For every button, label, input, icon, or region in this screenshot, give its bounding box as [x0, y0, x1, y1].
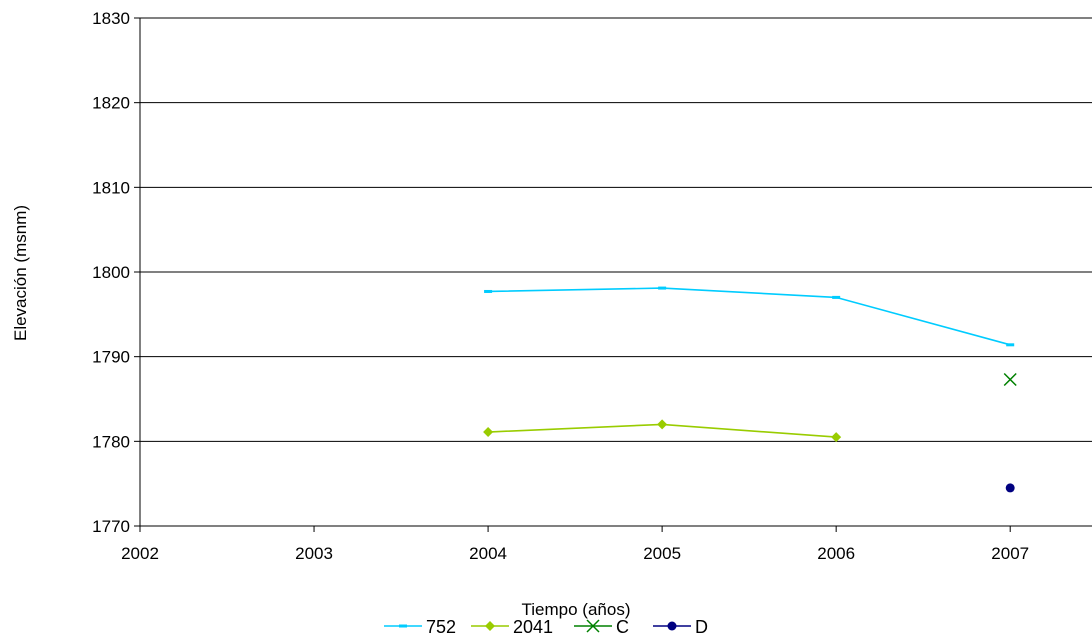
- y-tick-label: 1790: [92, 348, 130, 367]
- y-tick-label: 1800: [92, 263, 130, 282]
- x-tick-label: 2005: [643, 544, 681, 563]
- y-axis-title: Elevación (msnm): [11, 205, 30, 341]
- legend-label: C: [616, 617, 629, 637]
- series-C: [1003, 372, 1017, 387]
- x-tick-label: 2007: [991, 544, 1029, 563]
- series-layer: [483, 286, 1017, 493]
- data-point-752: [1006, 343, 1015, 347]
- series-D: [1005, 483, 1015, 493]
- series-752: [484, 286, 1015, 347]
- x-tick-label: 2004: [469, 544, 507, 563]
- data-point-752: [832, 295, 841, 299]
- legend-swatch-marker: [399, 624, 407, 628]
- y-tick-label: 1820: [92, 94, 130, 113]
- data-point-2041: [657, 419, 668, 430]
- legend-item-2041: 2041: [471, 617, 553, 637]
- legend-swatch-marker: [586, 619, 600, 633]
- legend-label: D: [695, 617, 708, 637]
- legend-label: 752: [426, 617, 456, 637]
- y-tick-label: 1780: [92, 432, 130, 451]
- grid-lines: [140, 17, 1092, 442]
- legend-swatch-marker: [667, 621, 677, 631]
- series-line-752: [488, 287, 1011, 346]
- x-axis-title: Tiempo (años): [522, 600, 631, 619]
- y-tick-label: 1830: [92, 9, 130, 28]
- data-point-C: [1003, 372, 1017, 387]
- legend-label: 2041: [513, 617, 553, 637]
- x-tick-label: 2002: [121, 544, 159, 563]
- legend-item-C: C: [574, 617, 629, 637]
- legend: 752 2041 C D: [384, 617, 708, 637]
- legend-item-752: 752: [384, 617, 456, 637]
- x-tick-label: 2006: [817, 544, 855, 563]
- axes: 1770 1780 1790 1800 1810 1820 1830 2002 2003 2004…: [92, 9, 1092, 563]
- data-point-752: [658, 286, 667, 290]
- data-point-752: [484, 289, 493, 293]
- y-tick-label: 1810: [92, 178, 130, 197]
- y-tick-label: 1770: [92, 517, 130, 536]
- data-point-D: [1005, 483, 1015, 493]
- data-point-2041: [831, 432, 842, 443]
- series-2041: [483, 419, 842, 443]
- legend-swatch-marker: [485, 621, 495, 631]
- data-point-2041: [483, 427, 494, 438]
- x-tick-label: 2003: [295, 544, 333, 563]
- legend-item-D: D: [653, 617, 708, 637]
